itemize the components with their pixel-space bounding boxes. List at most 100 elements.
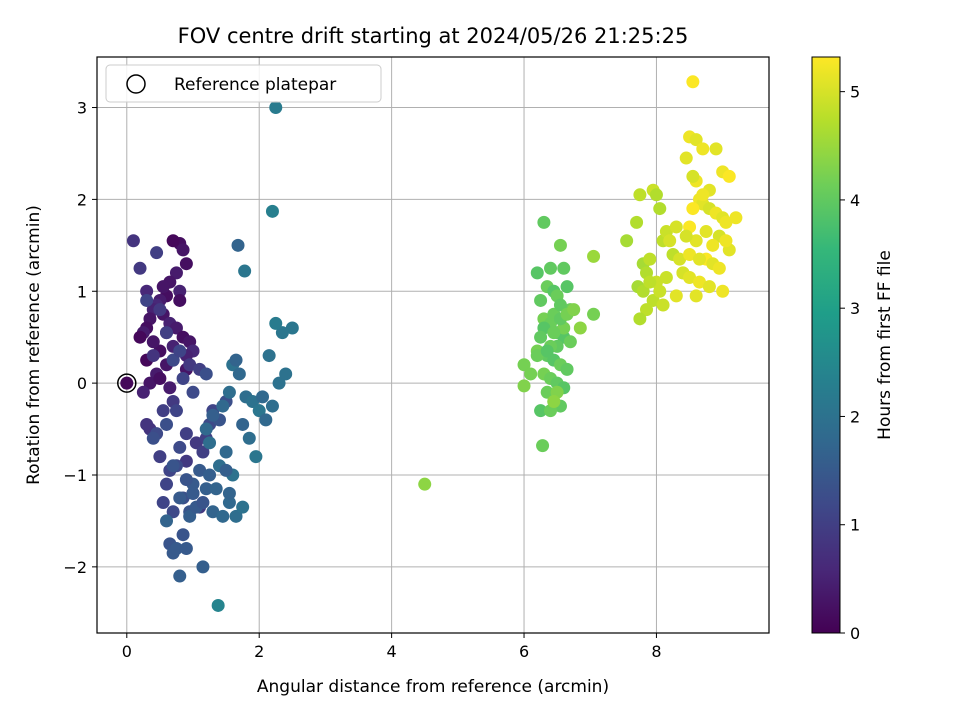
- data-point: [173, 344, 187, 358]
- colorbar-tick-label: 4: [850, 191, 860, 210]
- data-point: [534, 330, 548, 344]
- data-point: [173, 293, 187, 307]
- data-point: [146, 431, 160, 445]
- data-point: [236, 500, 250, 514]
- data-point: [196, 560, 210, 574]
- data-point: [517, 358, 531, 372]
- data-point: [179, 541, 193, 555]
- data-point: [567, 303, 581, 317]
- data-point: [686, 202, 700, 216]
- data-point: [418, 477, 432, 491]
- data-point: [560, 362, 574, 376]
- chart-title: FOV centre drift starting at 2024/05/26 …: [178, 24, 689, 48]
- data-point: [160, 326, 174, 340]
- data-point: [193, 463, 207, 477]
- data-point: [540, 385, 554, 399]
- data-point: [696, 188, 710, 202]
- legend-reference-marker: [126, 74, 146, 94]
- data-point: [136, 385, 150, 399]
- data-point: [229, 509, 243, 523]
- data-point: [173, 569, 187, 583]
- data-point: [209, 482, 223, 496]
- data-point: [722, 169, 736, 183]
- data-point: [242, 431, 256, 445]
- data-point: [265, 204, 279, 218]
- data-point: [183, 358, 197, 372]
- y-tick-label: 1: [77, 282, 87, 301]
- data-point: [692, 252, 706, 266]
- data-point: [663, 234, 677, 248]
- data-point: [537, 215, 551, 229]
- data-point: [160, 417, 174, 431]
- data-point: [269, 316, 283, 330]
- data-point: [160, 514, 174, 528]
- y-axis-ticks: −2 −1 0 1 2 3: [63, 99, 97, 577]
- data-point: [173, 440, 187, 454]
- x-axis-ticks: 0 2 4 6 8: [122, 633, 662, 661]
- plot-frame: [96, 56, 770, 634]
- grid: [97, 57, 769, 633]
- data-point: [534, 404, 548, 418]
- legend-box: [105, 64, 382, 103]
- data-point: [140, 417, 154, 431]
- data-point: [269, 101, 283, 115]
- data-point: [272, 376, 286, 390]
- data-point: [587, 249, 601, 263]
- data-point: [553, 298, 567, 312]
- data-point: [203, 468, 217, 482]
- data-point: [643, 252, 657, 266]
- data-point: [633, 312, 647, 326]
- data-point: [196, 445, 210, 459]
- data-point: [236, 417, 250, 431]
- data-point: [206, 408, 220, 422]
- data-point: [653, 202, 667, 216]
- data-point: [689, 289, 703, 303]
- data-point: [536, 439, 550, 453]
- data-point: [275, 326, 289, 340]
- data-point: [563, 335, 577, 349]
- data-point: [189, 436, 203, 450]
- data-point: [689, 234, 703, 248]
- data-point: [252, 404, 266, 418]
- data-point: [716, 284, 730, 298]
- data-point: [712, 261, 726, 275]
- data-point: [547, 394, 561, 408]
- data-point: [160, 477, 174, 491]
- data-point: [683, 248, 697, 262]
- data-point: [259, 413, 273, 427]
- data-point: [540, 344, 554, 358]
- data-point: [216, 509, 230, 523]
- data-point: [199, 422, 213, 436]
- data-point: [573, 321, 587, 335]
- data-point: [729, 211, 743, 225]
- data-point: [669, 220, 683, 234]
- data-point: [620, 234, 634, 248]
- data-point: [176, 243, 190, 257]
- data-point: [643, 275, 657, 289]
- data-point: [199, 482, 213, 496]
- data-point: [229, 353, 243, 367]
- colorbar-tick-label: 3: [850, 299, 860, 318]
- data-point: [183, 509, 197, 523]
- data-point: [534, 293, 548, 307]
- data-point: [285, 321, 299, 335]
- x-axis-label: Angular distance from reference (arcmin): [257, 677, 609, 697]
- data-point: [553, 238, 567, 252]
- data-point: [633, 188, 647, 202]
- data-point: [216, 399, 230, 413]
- data-point: [636, 284, 650, 298]
- data-point: [656, 298, 670, 312]
- data-points: [126, 75, 743, 612]
- data-point: [153, 303, 167, 317]
- data-point: [150, 246, 164, 260]
- data-point: [156, 496, 170, 510]
- data-point: [517, 379, 531, 393]
- data-point: [709, 142, 723, 156]
- data-point: [256, 390, 270, 404]
- data-point: [143, 376, 157, 390]
- data-point: [686, 169, 700, 183]
- data-point: [156, 404, 170, 418]
- data-point: [169, 266, 183, 280]
- colorbar-tick-label: 0: [850, 624, 860, 643]
- y-tick-label: 2: [77, 190, 87, 209]
